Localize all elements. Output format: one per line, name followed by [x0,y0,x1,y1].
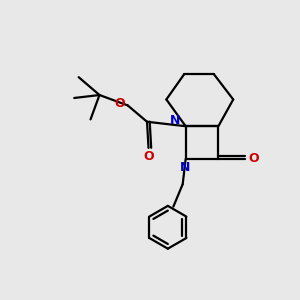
Text: O: O [114,97,125,110]
Text: O: O [143,150,154,163]
Text: N: N [180,161,190,174]
Text: N: N [170,114,181,128]
Text: O: O [249,152,259,165]
